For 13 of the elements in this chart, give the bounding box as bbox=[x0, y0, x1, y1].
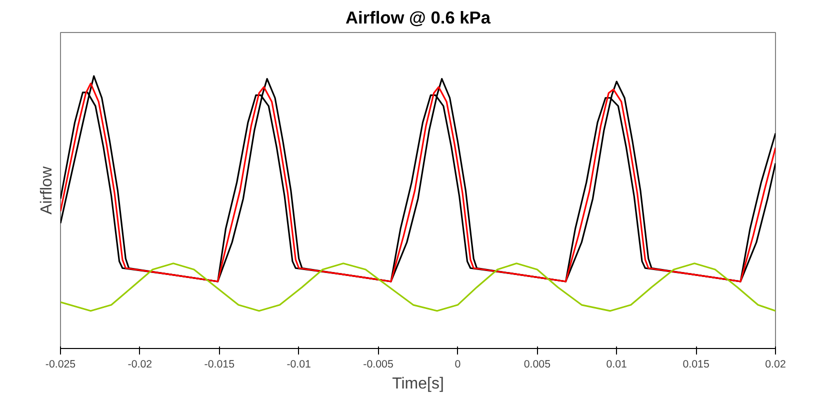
x-tick-label: -0.005 bbox=[363, 358, 394, 370]
x-tick-label: 0.015 bbox=[682, 358, 710, 370]
x-tick-label: 0.01 bbox=[606, 358, 628, 370]
x-tick-label: 0.02 bbox=[765, 358, 786, 370]
x-tick-label: -0.025 bbox=[45, 358, 76, 370]
x-tick-label: 0 bbox=[454, 358, 461, 370]
x-tick-label: 0.005 bbox=[524, 358, 551, 370]
chart-title: Airflow @ 0.6 kPa bbox=[346, 8, 491, 28]
y-axis-title: Airflow bbox=[38, 166, 56, 215]
x-axis-title: Time[s] bbox=[392, 376, 444, 392]
x-tick-label: -0.02 bbox=[128, 358, 152, 370]
x-tick-label: -0.015 bbox=[204, 358, 235, 370]
x-tick-label: -0.01 bbox=[286, 358, 312, 370]
